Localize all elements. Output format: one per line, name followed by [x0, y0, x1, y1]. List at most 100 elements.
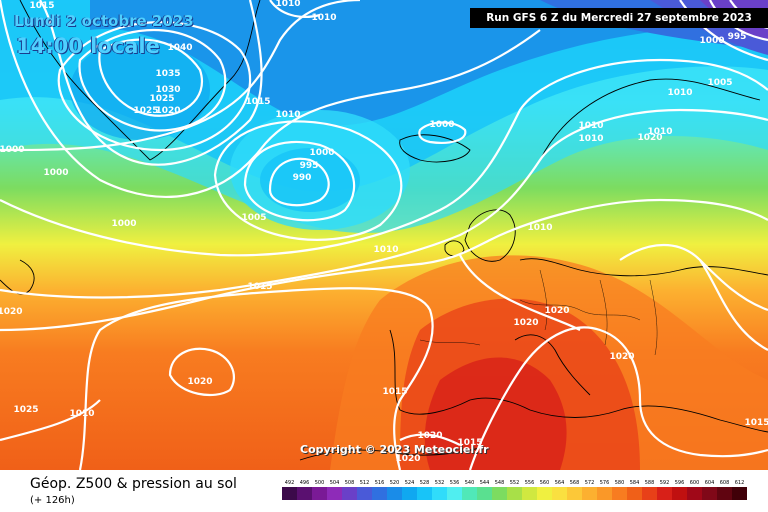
scale-swatch — [417, 487, 432, 500]
scale-tick-label: 576 — [600, 480, 610, 486]
scale-tick-label: 580 — [615, 480, 625, 486]
isobar-1040 — [98, 38, 203, 117]
isobar-label: 1015 — [382, 387, 407, 397]
scandinavia-coast — [539, 78, 761, 161]
borders — [419, 269, 658, 356]
isobar-label: 1025 — [13, 405, 38, 415]
run-info: Run GFS 6 Z du Mercredi 27 septembre 202… — [470, 8, 768, 28]
scale-tick-label: 524 — [405, 480, 415, 486]
isobar-label: 1005 — [707, 78, 732, 88]
isobar-label: 1015 — [245, 97, 270, 107]
italy-coast — [514, 334, 591, 396]
isobar-labels: 1015 101010101040103510301025102510201015… — [0, 0, 768, 464]
scale-tick-label: 604 — [705, 480, 715, 486]
border-2 — [539, 269, 548, 331]
scale-tick-label: 520 — [390, 480, 400, 486]
scale-tick-label: 612 — [735, 480, 745, 486]
scale-tick-label: 596 — [675, 480, 685, 486]
isobar-label: 1010 — [527, 223, 552, 233]
scale-tick-label: 592 — [660, 480, 670, 486]
scale-swatch — [567, 487, 582, 500]
isobar-1010e — [269, 0, 321, 18]
scale-tick-label: 512 — [360, 480, 370, 486]
isobar-label: 1040 — [167, 43, 192, 53]
scale-swatch — [282, 487, 297, 500]
scale-tick-label: 568 — [570, 480, 580, 486]
isobar-label: 1000 — [309, 148, 334, 158]
uk-coast — [464, 209, 516, 262]
isobar-label: 1010 — [275, 110, 300, 120]
isobar-1020c — [468, 326, 768, 470]
scale-swatch — [672, 487, 687, 500]
isobar-label: 1020 — [187, 377, 212, 387]
scale-swatch — [642, 487, 657, 500]
isobar-label: 1015 — [457, 438, 482, 448]
border-5 — [419, 339, 481, 346]
scale-swatch — [507, 487, 522, 500]
coastlines — [0, 0, 768, 461]
forecast-date: Lundi 2 octobre 2023 — [14, 12, 194, 30]
isobar-label: 1010 — [373, 245, 398, 255]
weather-map: 1015 1010 1010 1040 1035 1030 1025 1025 1020 1015… — [0, 0, 768, 470]
isobar-label: 1005 — [241, 213, 266, 223]
color-scale: 492 496 500 504 508 512 516 520 524 528 532 536 540 5… — [282, 480, 747, 500]
isobar-990 — [268, 157, 330, 207]
isobar-1015b — [0, 198, 768, 332]
isobar-1010d — [699, 259, 768, 312]
mediterranean-coast — [389, 329, 768, 433]
scale-swatch — [732, 487, 747, 500]
isobar-label: 1015 — [744, 418, 768, 428]
north-europe-coast — [519, 258, 768, 277]
scale-tick-label: 544 — [480, 480, 490, 486]
isobar-label: 1000 — [0, 145, 25, 155]
isobar-1010 — [0, 108, 768, 299]
scale-swatch — [537, 487, 552, 500]
isobar-1000b — [418, 121, 467, 144]
isobar-label: 1015 — [247, 282, 272, 292]
scale-swatch — [687, 487, 702, 500]
scale-tick-label: 600 — [690, 480, 700, 486]
isobar-1020d — [459, 254, 581, 331]
low-core-shading-inner — [260, 148, 360, 212]
isobar-1020 — [0, 0, 361, 152]
scale-swatch — [297, 487, 312, 500]
isobar-label: 1015 — [29, 1, 54, 11]
z500-band-596 — [424, 357, 567, 470]
scale-swatch — [357, 487, 372, 500]
isobar-label: 1020 — [395, 454, 420, 464]
iceland-coast — [399, 134, 471, 163]
legend-title: Géop. Z500 & pression au sol — [30, 476, 237, 492]
scale-tick-label: 584 — [630, 480, 640, 486]
scale-swatch — [312, 487, 327, 500]
scale-swatch — [597, 487, 612, 500]
scale-swatch — [702, 487, 717, 500]
scale-tick-label: 532 — [435, 480, 445, 486]
isobar-995 — [243, 140, 356, 222]
scale-tick-label: 536 — [450, 480, 460, 486]
scale-tick-label: 560 — [540, 480, 550, 486]
scale-swatch — [432, 487, 447, 500]
isobar-label: 1035 — [155, 69, 180, 79]
isobar-1025 — [39, 0, 263, 166]
legend-bar: Géop. Z500 & pression au sol (+ 126h) 49… — [0, 470, 768, 512]
isobar-label: 1030 — [155, 85, 180, 95]
scale-tick-label: 500 — [315, 480, 325, 486]
scale-tick-label: 504 — [330, 480, 340, 486]
scale-swatch — [522, 487, 537, 500]
border-4 — [649, 279, 658, 356]
legend-subtitle: (+ 126h) — [30, 495, 75, 506]
scale-tick-label: 608 — [720, 480, 730, 486]
scale-tick-label: 492 — [285, 480, 295, 486]
scale-tick-label: 548 — [495, 480, 505, 486]
isobar-label: 1000 — [429, 120, 454, 130]
map-canvas: 1015 101010101040103510301025102510201015… — [0, 0, 768, 470]
scale-tick-label: 572 — [585, 480, 595, 486]
isobar-1035 — [78, 28, 227, 132]
isobar-label: 1010 — [69, 409, 94, 419]
isobar-label: 1025 — [149, 94, 174, 104]
scale-tick-label: 564 — [555, 480, 565, 486]
scale-tick-label: 588 — [645, 480, 655, 486]
scale-tick-label: 496 — [300, 480, 310, 486]
ireland-coast — [444, 240, 465, 257]
canada-coast — [0, 259, 35, 295]
